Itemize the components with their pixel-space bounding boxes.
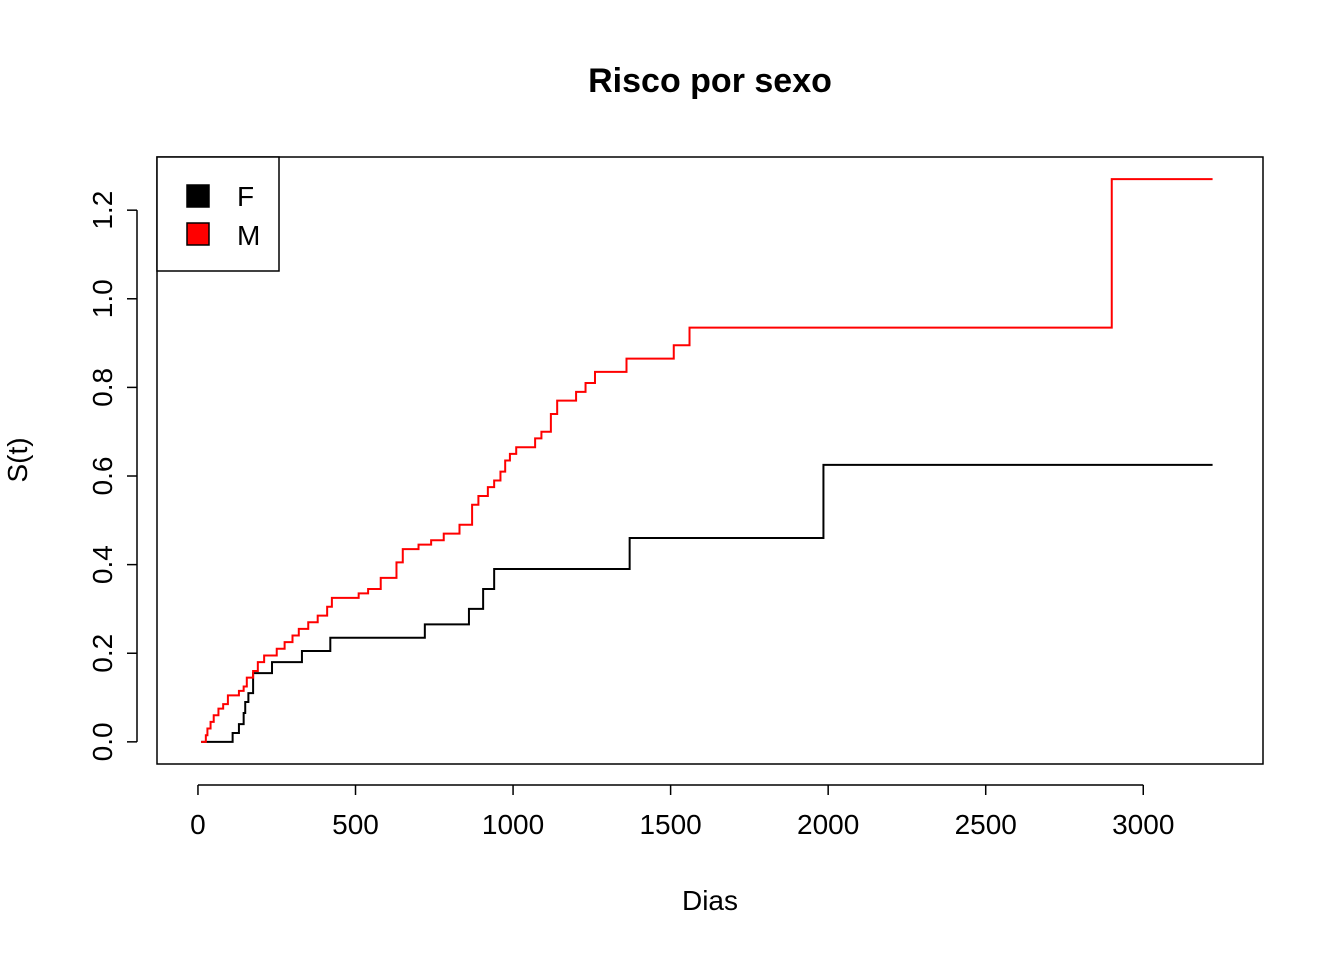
legend-swatch-m [186, 222, 210, 246]
y-tick-label: 0.2 [87, 634, 118, 673]
y-tick-label: 1.2 [87, 191, 118, 230]
y-tick-label: 1.0 [87, 279, 118, 318]
x-axis: 0 500 1000 1500 2000 2500 3000 [190, 784, 1174, 840]
legend: F M [156, 156, 280, 272]
x-tick-label: 2000 [797, 809, 859, 840]
y-tick-label: 0.6 [87, 457, 118, 496]
x-tick-label: 0 [190, 809, 206, 840]
legend-box [156, 156, 280, 272]
series-line-f [201, 463, 1213, 743]
x-tick-label: 2500 [955, 809, 1017, 840]
y-tick-label: 0.8 [87, 368, 118, 407]
legend-label-m: M [237, 220, 260, 251]
plot-area-frame [156, 156, 1264, 765]
y-axis-label: S(t) [2, 437, 33, 482]
y-axis: 0.0 0.2 0.4 0.6 0.8 1.0 1.2 [87, 191, 138, 761]
x-tick-label: 1500 [639, 809, 701, 840]
legend-swatch-f [186, 184, 210, 208]
x-tick-label: 1000 [482, 809, 544, 840]
y-tick-label: 0.4 [87, 545, 118, 584]
x-tick-label: 500 [332, 809, 379, 840]
series-layer [201, 178, 1213, 743]
chart-title: Risco por sexo [588, 62, 832, 100]
x-tick-label: 3000 [1112, 809, 1174, 840]
y-tick-label: 0.0 [87, 722, 118, 761]
x-axis-label: Dias [682, 885, 738, 916]
series-line-m [201, 178, 1213, 743]
legend-label-f: F [237, 181, 254, 212]
